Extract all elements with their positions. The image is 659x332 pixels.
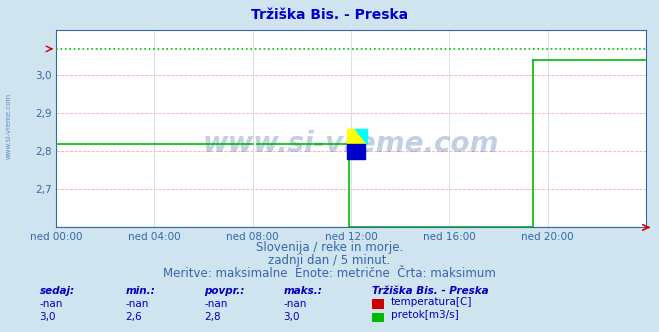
Text: maks.:: maks.: xyxy=(283,286,322,296)
Text: pretok[m3/s]: pretok[m3/s] xyxy=(391,310,459,320)
Text: 3,0: 3,0 xyxy=(283,312,300,322)
Text: www.si-vreme.com: www.si-vreme.com xyxy=(203,130,499,158)
Text: Slovenija / reke in morje.: Slovenija / reke in morje. xyxy=(256,241,403,254)
Text: -nan: -nan xyxy=(125,299,148,309)
Text: zadnji dan / 5 minut.: zadnji dan / 5 minut. xyxy=(268,254,391,267)
Text: 2,6: 2,6 xyxy=(125,312,142,322)
Text: Tržiška Bis. - Preska: Tržiška Bis. - Preska xyxy=(372,286,489,296)
Text: temperatura[C]: temperatura[C] xyxy=(391,297,473,307)
Text: -nan: -nan xyxy=(283,299,306,309)
Text: -nan: -nan xyxy=(40,299,63,309)
Text: min.:: min.: xyxy=(125,286,155,296)
Bar xyxy=(347,129,365,144)
Text: Meritve: maksimalne  Enote: metrične  Črta: maksimum: Meritve: maksimalne Enote: metrične Črta… xyxy=(163,267,496,281)
Polygon shape xyxy=(355,128,367,144)
Text: -nan: -nan xyxy=(204,299,227,309)
Text: Tržiška Bis. - Preska: Tržiška Bis. - Preska xyxy=(251,8,408,22)
Text: 3,0: 3,0 xyxy=(40,312,56,322)
Text: 2,8: 2,8 xyxy=(204,312,221,322)
Text: www.si-vreme.com: www.si-vreme.com xyxy=(5,93,12,159)
Text: povpr.:: povpr.: xyxy=(204,286,244,296)
Bar xyxy=(347,144,365,159)
Text: sedaj:: sedaj: xyxy=(40,286,74,296)
